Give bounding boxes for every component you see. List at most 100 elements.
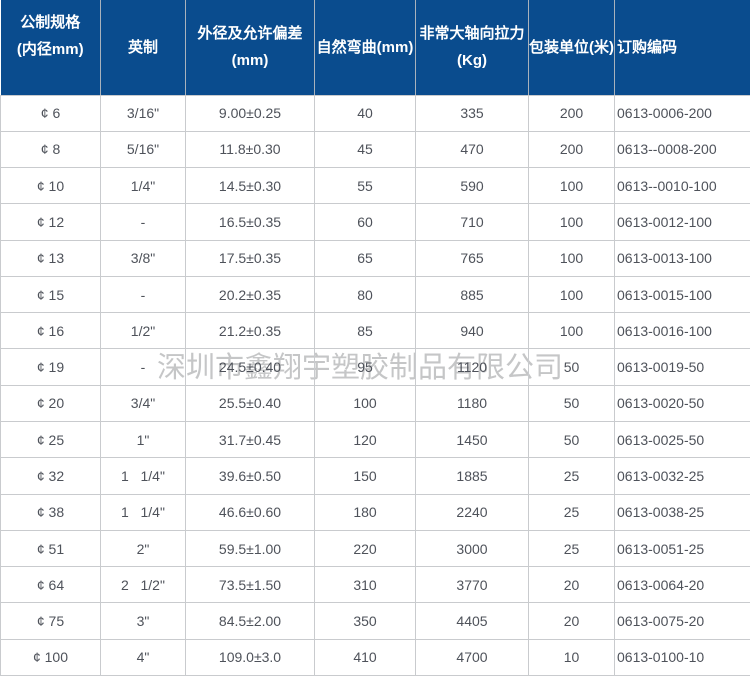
- cell-pack-unit: 20: [528, 566, 615, 604]
- cell-od-tolerance: 11.8±0.30: [185, 130, 315, 169]
- cell-imperial: 1": [100, 421, 186, 459]
- header-line: 英制: [127, 38, 158, 56]
- cell-od-tolerance: 9.00±0.25: [185, 94, 315, 132]
- cell-imperial: 3/4": [100, 384, 186, 423]
- cell-axial-pull: 940: [415, 312, 529, 350]
- cell-natural-bend: 220: [314, 529, 416, 568]
- cell-order-code: 0613--0010-100: [614, 167, 750, 205]
- cell-metric-spec: ¢ 10: [0, 167, 101, 205]
- cell-order-code: 0613-0020-50: [614, 384, 750, 423]
- cell-order-code: 0613-0038-25: [614, 493, 750, 531]
- cell-order-code: 0613--0008-200: [614, 130, 750, 169]
- cell-natural-bend: 350: [314, 602, 416, 640]
- col-header-pack-unit: 包装单位(米): [528, 0, 615, 96]
- table-row: ¢ 100 4" 109.0±3.0 410 4700 10 0613-0100…: [0, 638, 750, 676]
- cell-imperial: 1/2": [100, 312, 186, 350]
- cell-pack-unit: 10: [528, 638, 615, 676]
- cell-metric-spec: ¢ 51: [0, 529, 101, 568]
- cell-natural-bend: 60: [314, 203, 416, 241]
- cell-od-tolerance: 84.5±2.00: [185, 602, 315, 640]
- cell-axial-pull: 885: [415, 275, 529, 314]
- cell-axial-pull: 710: [415, 203, 529, 241]
- cell-imperial: 2 1/2": [100, 566, 186, 604]
- header-row: 公制规格 (内径mm) 英制 外径及允许偏差 (mm) 自然弯曲(mm) 非常大…: [0, 0, 750, 96]
- cell-metric-spec: ¢ 38: [0, 493, 101, 531]
- cell-imperial: 1 1/4": [100, 457, 186, 495]
- cell-axial-pull: 765: [415, 239, 529, 277]
- cell-od-tolerance: 109.0±3.0: [185, 638, 315, 676]
- table-row: ¢ 32 1 1/4" 39.6±0.50 150 1885 25 0613-0…: [0, 457, 750, 495]
- cell-axial-pull: 335: [415, 94, 529, 132]
- cell-natural-bend: 95: [314, 348, 416, 386]
- cell-order-code: 0613-0064-20: [614, 566, 750, 604]
- cell-pack-unit: 50: [528, 421, 615, 459]
- cell-order-code: 0613-0025-50: [614, 421, 750, 459]
- cell-metric-spec: ¢ 8: [0, 130, 101, 169]
- cell-od-tolerance: 14.5±0.30: [185, 167, 315, 205]
- header-line: (Kg): [457, 52, 487, 70]
- table-row: ¢ 25 1" 31.7±0.45 120 1450 50 0613-0025-…: [0, 421, 750, 459]
- spec-table-header: 公制规格 (内径mm) 英制 外径及允许偏差 (mm) 自然弯曲(mm) 非常大…: [0, 0, 750, 96]
- cell-order-code: 0613-0075-20: [614, 602, 750, 640]
- cell-imperial: -: [100, 348, 186, 386]
- cell-natural-bend: 150: [314, 457, 416, 495]
- cell-metric-spec: ¢ 6: [0, 94, 101, 132]
- cell-metric-spec: ¢ 16: [0, 312, 101, 350]
- cell-pack-unit: 200: [528, 94, 615, 132]
- cell-pack-unit: 100: [528, 275, 615, 314]
- cell-od-tolerance: 31.7±0.45: [185, 421, 315, 459]
- cell-natural-bend: 80: [314, 275, 416, 314]
- cell-axial-pull: 1180: [415, 384, 529, 423]
- cell-metric-spec: ¢ 64: [0, 566, 101, 604]
- col-header-order-code: 订购编码: [614, 0, 750, 96]
- header-line: 包装单位(米): [529, 38, 614, 56]
- cell-od-tolerance: 21.2±0.35: [185, 312, 315, 350]
- cell-pack-unit: 100: [528, 203, 615, 241]
- cell-natural-bend: 410: [314, 638, 416, 676]
- cell-natural-bend: 85: [314, 312, 416, 350]
- cell-pack-unit: 100: [528, 239, 615, 277]
- cell-natural-bend: 55: [314, 167, 416, 205]
- cell-axial-pull: 4700: [415, 638, 529, 676]
- table-row: ¢ 10 1/4" 14.5±0.30 55 590 100 0613--001…: [0, 167, 750, 205]
- cell-axial-pull: 3000: [415, 529, 529, 568]
- cell-natural-bend: 310: [314, 566, 416, 604]
- table-row: ¢ 20 3/4" 25.5±0.40 100 1180 50 0613-002…: [0, 384, 750, 423]
- cell-natural-bend: 180: [314, 493, 416, 531]
- cell-od-tolerance: 24.5±0.40: [185, 348, 315, 386]
- cell-od-tolerance: 59.5±1.00: [185, 529, 315, 568]
- cell-order-code: 0613-0015-100: [614, 275, 750, 314]
- header-line: 公制规格: [20, 14, 81, 31]
- table-row: ¢ 8 5/16" 11.8±0.30 45 470 200 0613--000…: [0, 130, 750, 169]
- cell-axial-pull: 590: [415, 167, 529, 205]
- cell-order-code: 0613-0100-10: [614, 638, 750, 676]
- cell-pack-unit: 20: [528, 602, 615, 640]
- cell-axial-pull: 4405: [415, 602, 529, 640]
- cell-axial-pull: 470: [415, 130, 529, 169]
- cell-order-code: 0613-0032-25: [614, 457, 750, 495]
- cell-pack-unit: 25: [528, 529, 615, 568]
- cell-metric-spec: ¢ 20: [0, 384, 101, 423]
- cell-od-tolerance: 20.2±0.35: [185, 275, 315, 314]
- cell-pack-unit: 100: [528, 167, 615, 205]
- table-row: ¢ 51 2" 59.5±1.00 220 3000 25 0613-0051-…: [0, 529, 750, 568]
- cell-order-code: 0613-0016-100: [614, 312, 750, 350]
- cell-natural-bend: 65: [314, 239, 416, 277]
- cell-od-tolerance: 16.5±0.35: [185, 203, 315, 241]
- cell-pack-unit: 200: [528, 130, 615, 169]
- cell-order-code: 0613-0006-200: [614, 94, 750, 132]
- cell-metric-spec: ¢ 32: [0, 457, 101, 495]
- table-row: ¢ 12 - 16.5±0.35 60 710 100 0613-0012-10…: [0, 203, 750, 241]
- cell-imperial: 3/8": [100, 239, 186, 277]
- cell-metric-spec: ¢ 75: [0, 602, 101, 640]
- table-row: ¢ 13 3/8" 17.5±0.35 65 765 100 0613-0013…: [0, 239, 750, 277]
- header-line: 非常大轴向拉力: [419, 25, 525, 43]
- cell-imperial: 4": [100, 638, 186, 676]
- cell-imperial: 2": [100, 529, 186, 568]
- cell-pack-unit: 25: [528, 457, 615, 495]
- cell-order-code: 0613-0013-100: [614, 239, 750, 277]
- cell-metric-spec: ¢ 13: [0, 239, 101, 277]
- col-header-natural-bend: 自然弯曲(mm): [314, 0, 416, 96]
- table-row: ¢ 64 2 1/2" 73.5±1.50 310 3770 20 0613-0…: [0, 566, 750, 604]
- cell-imperial: 5/16": [100, 130, 186, 169]
